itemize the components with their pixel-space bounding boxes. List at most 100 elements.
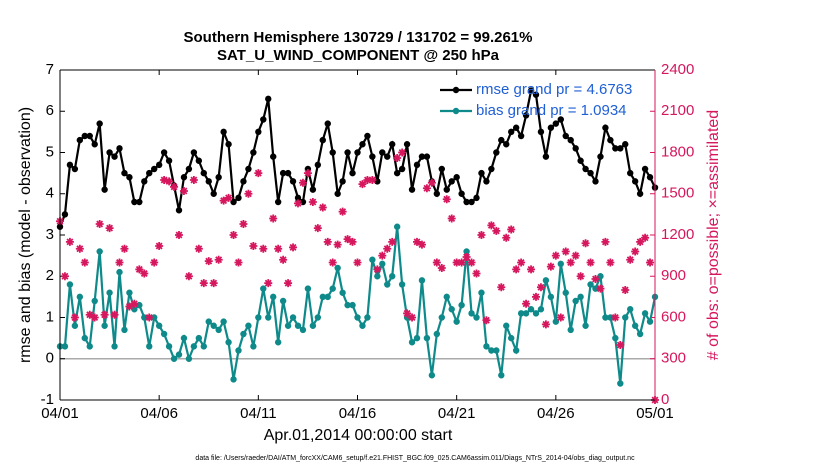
data-point xyxy=(235,347,242,354)
data-point xyxy=(230,198,237,206)
data-point xyxy=(155,161,163,169)
data-point xyxy=(121,169,128,177)
data-point xyxy=(631,322,639,329)
y2-axis-label: # of obs: o=possible; ×=assimilated xyxy=(705,110,722,360)
data-point xyxy=(245,165,252,173)
data-point xyxy=(542,277,550,284)
y-axis-label: rmse and bias (model - observation) xyxy=(17,107,34,363)
obs-marker xyxy=(269,214,278,223)
data-point xyxy=(622,314,629,321)
data-point xyxy=(215,326,222,334)
data-point xyxy=(101,322,108,329)
data-point xyxy=(91,141,98,148)
obs-marker xyxy=(105,224,114,233)
data-point xyxy=(453,318,460,325)
data-point xyxy=(225,141,232,148)
data-point xyxy=(488,347,495,354)
y2-tick-label: 1500 xyxy=(661,185,694,202)
data-point xyxy=(597,273,604,280)
obs-marker xyxy=(115,258,124,267)
obs-marker xyxy=(194,244,203,253)
y-tick-label: 5 xyxy=(46,143,54,160)
data-point xyxy=(448,178,455,185)
obs-marker xyxy=(541,320,550,329)
data-point xyxy=(215,174,222,181)
data-point xyxy=(532,310,540,317)
data-point xyxy=(617,145,624,152)
obs-marker xyxy=(417,240,426,249)
data-point xyxy=(200,169,207,177)
data-point xyxy=(205,178,212,185)
data-point xyxy=(522,112,530,119)
obs-marker xyxy=(507,225,516,234)
obs-marker xyxy=(170,182,179,191)
data-point xyxy=(146,169,153,177)
data-point xyxy=(81,132,88,140)
obs-marker xyxy=(204,257,213,266)
obs-marker xyxy=(497,283,506,292)
obs-marker xyxy=(140,269,149,278)
legend-marker xyxy=(452,107,460,115)
data-point xyxy=(572,145,579,152)
obs-marker xyxy=(561,247,570,256)
data-point xyxy=(180,174,188,181)
obs-marker xyxy=(591,275,600,283)
obs-marker xyxy=(298,178,307,187)
obs-marker xyxy=(442,195,451,204)
data-point xyxy=(284,322,292,329)
data-point xyxy=(478,289,485,296)
data-point xyxy=(473,314,480,321)
obs-marker xyxy=(313,224,322,233)
data-point xyxy=(354,149,361,156)
data-point xyxy=(403,141,411,148)
data-point xyxy=(131,306,138,313)
data-point xyxy=(547,124,555,131)
y-tick-label: 1 xyxy=(46,308,54,325)
obs-marker xyxy=(556,313,565,322)
data-point xyxy=(592,178,599,185)
data-point xyxy=(508,128,515,136)
obs-marker xyxy=(368,176,377,184)
data-point xyxy=(61,211,69,218)
y2-tick-label: 1800 xyxy=(661,143,694,160)
data-point xyxy=(151,165,158,173)
obs-marker xyxy=(393,154,402,162)
obs-marker xyxy=(289,243,298,252)
obs-marker xyxy=(348,237,357,246)
data-point xyxy=(66,281,74,288)
obs-marker xyxy=(422,184,431,193)
data-point xyxy=(641,310,649,317)
obs-marker xyxy=(279,255,288,264)
y-tick-label: 6 xyxy=(46,102,54,119)
obs-marker xyxy=(338,207,347,216)
obs-marker xyxy=(527,265,536,274)
data-point xyxy=(344,149,351,156)
data-point xyxy=(418,277,426,284)
data-point xyxy=(478,169,485,177)
data-point xyxy=(175,207,183,214)
data-point xyxy=(101,186,108,193)
data-point xyxy=(602,314,609,321)
data-point xyxy=(498,372,505,379)
data-point xyxy=(86,343,93,350)
data-point xyxy=(299,326,307,334)
obs-marker xyxy=(308,198,317,206)
obs-marker xyxy=(165,177,174,186)
data-point xyxy=(146,343,153,350)
obs-marker xyxy=(135,265,144,274)
data-point xyxy=(408,186,416,193)
data-point xyxy=(557,260,564,268)
obs-marker xyxy=(60,272,69,281)
data-point xyxy=(155,322,163,329)
data-point xyxy=(294,322,302,329)
y-tick-label: 2 xyxy=(46,267,54,284)
obs-marker xyxy=(492,226,501,235)
data-point xyxy=(552,318,560,325)
data-point xyxy=(512,124,520,131)
data-point xyxy=(111,343,118,350)
data-point xyxy=(577,293,584,301)
data-point xyxy=(76,293,84,301)
data-point xyxy=(240,178,247,185)
data-point xyxy=(151,314,158,321)
